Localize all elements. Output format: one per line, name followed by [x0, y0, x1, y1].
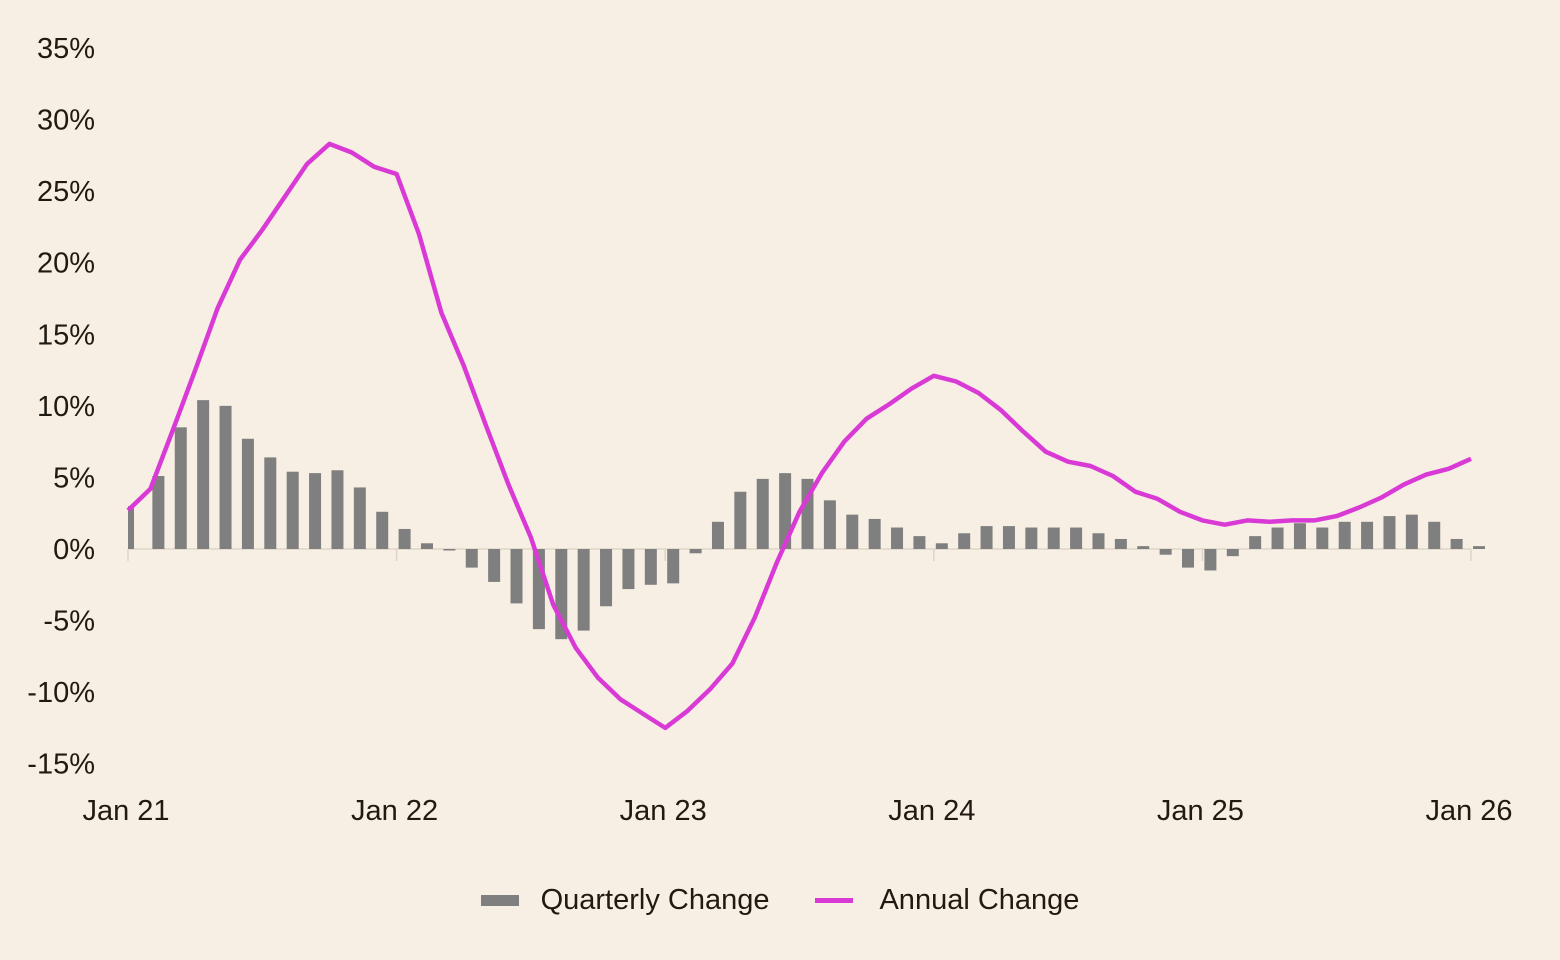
bar-quarterly-change [510, 549, 523, 604]
bar-quarterly-change [711, 521, 724, 549]
y-axis: 35% 30% 25% 20% 15% 10% 5% 0% -5% -10% -15% [27, 33, 95, 781]
bar-quarterly-change [1383, 516, 1396, 549]
legend-swatch-line [815, 898, 854, 903]
bar-quarterly-change [1159, 549, 1172, 555]
y-tick-label: -15% [27, 749, 95, 781]
y-tick-label: -10% [27, 677, 95, 709]
y-tick-label: -5% [43, 606, 95, 638]
bar-quarterly-change [1361, 521, 1374, 549]
x-tick-label: Jan 21 [82, 795, 169, 827]
legend-label-quarterly-change: Quarterly Change [540, 884, 770, 916]
x-tick-labels: Jan 21 Jan 22 Jan 23 Jan 24 Jan 25 Jan 26 [82, 795, 1512, 827]
bar-quarterly-change [264, 457, 277, 549]
bar-quarterly-change [174, 427, 187, 549]
bar-quarterly-change [1428, 521, 1441, 549]
bar-quarterly-change [622, 549, 635, 590]
bar-quarterly-change [286, 471, 299, 549]
bar-quarterly-change [128, 506, 134, 549]
bar-quarterly-change [756, 478, 769, 549]
x-tick-label: Jan 23 [620, 795, 707, 827]
line-series-annual-change [126, 141, 1472, 731]
bar-quarterly-change [667, 549, 680, 584]
bar-quarterly-change [420, 543, 433, 549]
bar-quarterly-change [868, 518, 881, 549]
x-tick-label: Jan 22 [351, 795, 438, 827]
bar-quarterly-change [1473, 546, 1485, 549]
bar-quarterly-change [689, 549, 702, 554]
bar-quarterly-change [1047, 527, 1060, 549]
x-axis [127, 548, 1472, 561]
line-annual-change [126, 141, 1472, 731]
bar-quarterly-change [1293, 523, 1306, 549]
bar-quarterly-change [1070, 527, 1083, 549]
bar-quarterly-change [1182, 549, 1195, 568]
legend-swatch-bar [480, 895, 519, 906]
bar-quarterly-change [980, 526, 993, 549]
bar-quarterly-change [1338, 521, 1351, 549]
bar-quarterly-change [488, 549, 501, 582]
bar-quarterly-change [1092, 533, 1105, 549]
bar-series-quarterly-change [128, 400, 1485, 640]
y-tick-label: 0% [53, 534, 95, 566]
bar-quarterly-change [443, 549, 456, 551]
bar-quarterly-change [644, 549, 657, 585]
legend: Quarterly Change Annual Change [0, 884, 1560, 917]
bar-quarterly-change [1249, 536, 1262, 549]
bar-quarterly-change [353, 487, 366, 549]
bar-quarterly-change [1271, 527, 1284, 549]
x-tick-label: Jan 25 [1157, 795, 1244, 827]
bar-quarterly-change [734, 491, 747, 549]
bar-quarterly-change [1226, 549, 1239, 557]
bar-quarterly-change [1137, 546, 1150, 549]
bar-quarterly-change [935, 543, 948, 549]
bar-quarterly-change [1316, 527, 1329, 549]
y-tick-label: 25% [37, 176, 95, 208]
bar-quarterly-change [913, 536, 926, 549]
bar-quarterly-change [600, 549, 613, 607]
bar-quarterly-change [465, 549, 478, 568]
bar-quarterly-change [958, 533, 971, 549]
bar-quarterly-change [779, 473, 792, 549]
x-tick-label: Jan 26 [1425, 795, 1512, 827]
bar-quarterly-change [331, 470, 344, 549]
bar-quarterly-change [846, 514, 859, 549]
legend-item-annual-change: Annual Change [769, 884, 1079, 917]
x-tick-label: Jan 24 [888, 795, 975, 827]
bar-quarterly-change [1450, 538, 1463, 549]
y-tick-label: 5% [53, 462, 95, 494]
bar-quarterly-change [197, 400, 210, 549]
bar-quarterly-change [1025, 527, 1038, 549]
bar-quarterly-change [1204, 549, 1217, 571]
legend-label-annual-change: Annual Change [879, 884, 1080, 916]
bar-quarterly-change [1002, 526, 1015, 549]
bar-quarterly-change [1405, 514, 1418, 549]
bar-quarterly-change [891, 527, 904, 549]
bar-quarterly-change [309, 473, 322, 549]
y-tick-label: 10% [37, 391, 95, 423]
y-tick-label: 15% [37, 319, 95, 351]
bar-quarterly-change [577, 549, 590, 631]
legend-item-quarterly-change: Quarterly Change [480, 884, 770, 917]
y-tick-label: 20% [37, 248, 95, 280]
bar-quarterly-change [1114, 538, 1127, 549]
bar-quarterly-change [241, 438, 254, 549]
bar-quarterly-change [219, 405, 232, 549]
bar-quarterly-change [398, 528, 411, 549]
bar-quarterly-change [823, 500, 836, 549]
y-tick-label: 35% [37, 33, 95, 65]
bar-quarterly-change [152, 475, 165, 549]
bar-quarterly-change [376, 511, 389, 549]
y-tick-label: 30% [37, 105, 95, 137]
